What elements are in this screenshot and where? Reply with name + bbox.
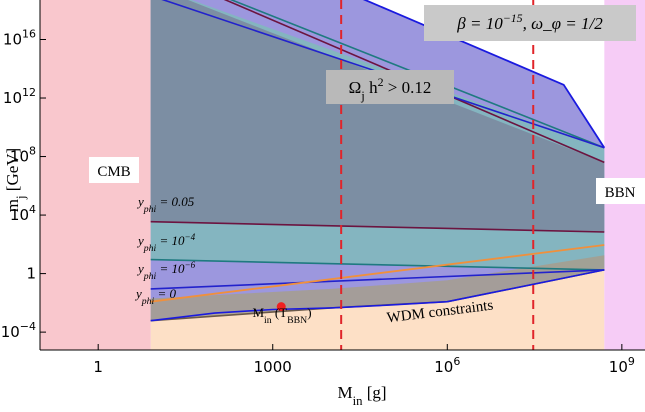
wdm-boundary-line bbox=[150, 269, 605, 322]
line-lower-y-phi-10-6 bbox=[150, 269, 605, 290]
series-label-y-0: yphi = 0 bbox=[134, 286, 177, 307]
y-tick-label-5: 1016 bbox=[3, 27, 36, 48]
series-label-y-0.05: yphi = 0.05 bbox=[136, 194, 195, 215]
parameter-box bbox=[424, 5, 636, 41]
series-label-y-1e-4: yphi = 10−4 bbox=[136, 232, 196, 254]
parameter-annotation: β = 10−15, ω_φ = 1/2 bbox=[456, 11, 603, 33]
band-y-phi-0-05 bbox=[150, 0, 605, 232]
wdm-constraint-line bbox=[150, 244, 605, 303]
marker-points bbox=[276, 302, 286, 312]
band-y-phi-0 bbox=[150, 255, 605, 321]
x-tick-label-2: 106 bbox=[434, 355, 460, 376]
y-axis-title: mj [GeV] bbox=[3, 148, 28, 212]
x-axis-title: Min [g] bbox=[337, 383, 386, 408]
bbn-region-label: BBN bbox=[605, 185, 636, 201]
cmb-label-box bbox=[89, 157, 139, 183]
bbn-region bbox=[604, 0, 645, 350]
marker-point-0 bbox=[276, 302, 286, 312]
curve-lines bbox=[150, 0, 606, 322]
bbn-label-box bbox=[596, 178, 645, 204]
line-lower-y-phi-10-4 bbox=[150, 258, 605, 271]
x-tick-label-0: 1 bbox=[93, 358, 103, 376]
y-tick-label-1: 1 bbox=[26, 265, 36, 283]
y-tick-label-4: 1012 bbox=[3, 86, 36, 107]
x-tick-label-1: 1000 bbox=[254, 358, 292, 376]
point-label-min-tbbn: Min (TBBN) bbox=[252, 305, 311, 326]
wdm-region bbox=[150, 269, 605, 350]
y-tick-label-0: 10−4 bbox=[1, 320, 36, 341]
relic-bands bbox=[150, 0, 605, 321]
overabundance-annotation: Ωj h2 > 0.12 bbox=[349, 75, 432, 103]
line-lower-y-phi-0-05 bbox=[150, 220, 605, 233]
cmb-region-label: CMB bbox=[97, 164, 130, 180]
line-upper-y-phi-10-4 bbox=[229, 0, 605, 149]
overabundance-box bbox=[326, 70, 454, 104]
series-label-y-1e-6: yphi = 10−6 bbox=[136, 260, 196, 282]
x-tick-label-3: 109 bbox=[609, 355, 635, 376]
bbn-temperature-lines bbox=[340, 0, 535, 350]
line-upper-y-phi-0-05 bbox=[223, 0, 605, 164]
